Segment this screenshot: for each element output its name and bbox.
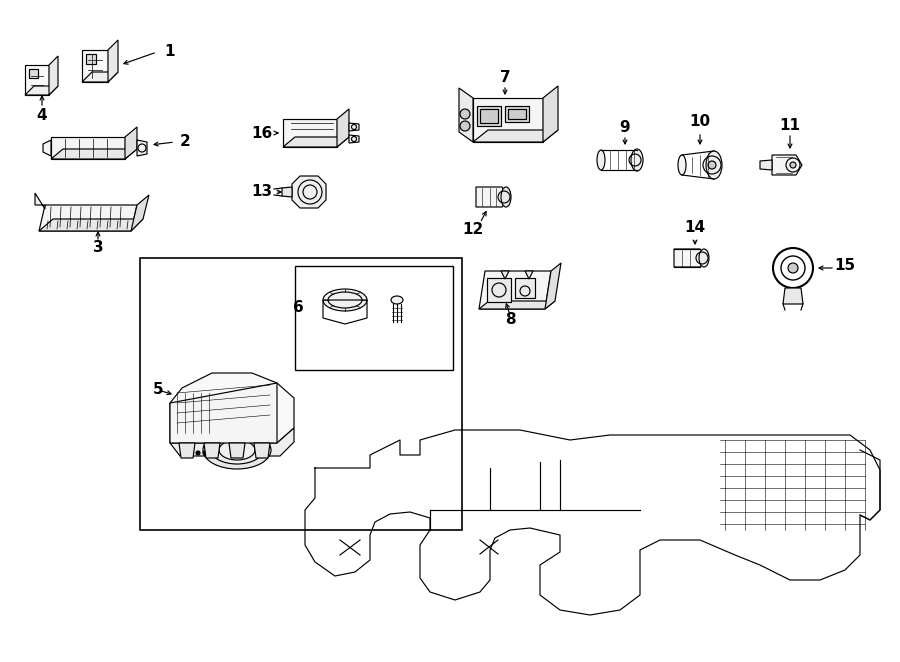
- Polygon shape: [337, 109, 349, 147]
- Polygon shape: [479, 271, 551, 309]
- Polygon shape: [473, 130, 558, 142]
- Polygon shape: [229, 443, 245, 458]
- Bar: [86, 54, 96, 64]
- Polygon shape: [170, 373, 294, 443]
- Text: 12: 12: [463, 222, 483, 238]
- Polygon shape: [254, 443, 270, 458]
- Text: 11: 11: [779, 117, 800, 132]
- Bar: [140, 258, 462, 530]
- Circle shape: [210, 451, 214, 455]
- Polygon shape: [204, 443, 220, 458]
- Polygon shape: [131, 195, 149, 231]
- Polygon shape: [137, 140, 147, 156]
- Polygon shape: [476, 187, 510, 207]
- Text: 4: 4: [37, 107, 48, 122]
- Polygon shape: [459, 88, 473, 142]
- Text: 2: 2: [180, 134, 191, 150]
- Polygon shape: [82, 72, 118, 82]
- Ellipse shape: [631, 149, 643, 171]
- Polygon shape: [283, 119, 337, 147]
- Polygon shape: [479, 301, 555, 309]
- Text: 10: 10: [689, 115, 711, 130]
- Polygon shape: [108, 40, 118, 82]
- Polygon shape: [473, 98, 543, 142]
- Circle shape: [182, 451, 186, 455]
- Polygon shape: [543, 86, 558, 142]
- Polygon shape: [43, 140, 51, 156]
- Ellipse shape: [323, 289, 367, 311]
- Text: 8: 8: [505, 312, 516, 328]
- Text: 6: 6: [292, 301, 303, 316]
- Ellipse shape: [203, 431, 271, 469]
- Text: 16: 16: [251, 126, 273, 140]
- Ellipse shape: [391, 296, 403, 304]
- Polygon shape: [39, 205, 137, 231]
- Circle shape: [708, 161, 716, 169]
- Text: 13: 13: [251, 185, 273, 199]
- Ellipse shape: [678, 155, 686, 175]
- Polygon shape: [51, 149, 137, 159]
- Text: 5: 5: [153, 383, 163, 397]
- Ellipse shape: [699, 249, 709, 267]
- Polygon shape: [179, 443, 195, 458]
- Circle shape: [788, 263, 798, 273]
- Ellipse shape: [706, 151, 722, 179]
- Polygon shape: [39, 219, 143, 231]
- Circle shape: [196, 451, 200, 455]
- Polygon shape: [35, 193, 45, 209]
- Polygon shape: [82, 50, 108, 82]
- Polygon shape: [282, 187, 292, 197]
- Bar: [295, 266, 453, 370]
- Polygon shape: [125, 127, 137, 159]
- Bar: [477, 106, 501, 126]
- Polygon shape: [349, 135, 359, 143]
- Text: 7: 7: [500, 70, 510, 85]
- Polygon shape: [783, 288, 803, 304]
- Ellipse shape: [211, 436, 263, 464]
- Polygon shape: [283, 137, 349, 147]
- Bar: [508, 109, 526, 119]
- Circle shape: [460, 121, 470, 131]
- Polygon shape: [501, 271, 509, 279]
- Polygon shape: [170, 428, 294, 456]
- Polygon shape: [349, 123, 359, 131]
- Ellipse shape: [501, 187, 511, 207]
- Bar: [480, 109, 498, 123]
- Text: 9: 9: [620, 120, 630, 136]
- Polygon shape: [51, 137, 125, 159]
- Polygon shape: [760, 160, 772, 170]
- Polygon shape: [292, 176, 326, 208]
- Bar: [487, 278, 511, 302]
- Bar: [29, 69, 38, 78]
- Text: 15: 15: [834, 258, 856, 273]
- Polygon shape: [25, 86, 58, 95]
- Text: 1: 1: [165, 44, 176, 60]
- Polygon shape: [545, 263, 561, 309]
- Bar: [505, 106, 529, 122]
- Circle shape: [790, 162, 796, 168]
- Bar: [515, 278, 535, 298]
- Polygon shape: [25, 65, 49, 95]
- Polygon shape: [170, 383, 277, 443]
- Ellipse shape: [597, 150, 605, 170]
- Circle shape: [460, 109, 470, 119]
- Text: 14: 14: [684, 220, 706, 236]
- Polygon shape: [772, 155, 802, 175]
- Text: 3: 3: [93, 240, 104, 256]
- Polygon shape: [49, 56, 58, 95]
- Polygon shape: [674, 249, 708, 267]
- Polygon shape: [525, 271, 533, 279]
- Circle shape: [203, 451, 207, 455]
- Circle shape: [189, 451, 193, 455]
